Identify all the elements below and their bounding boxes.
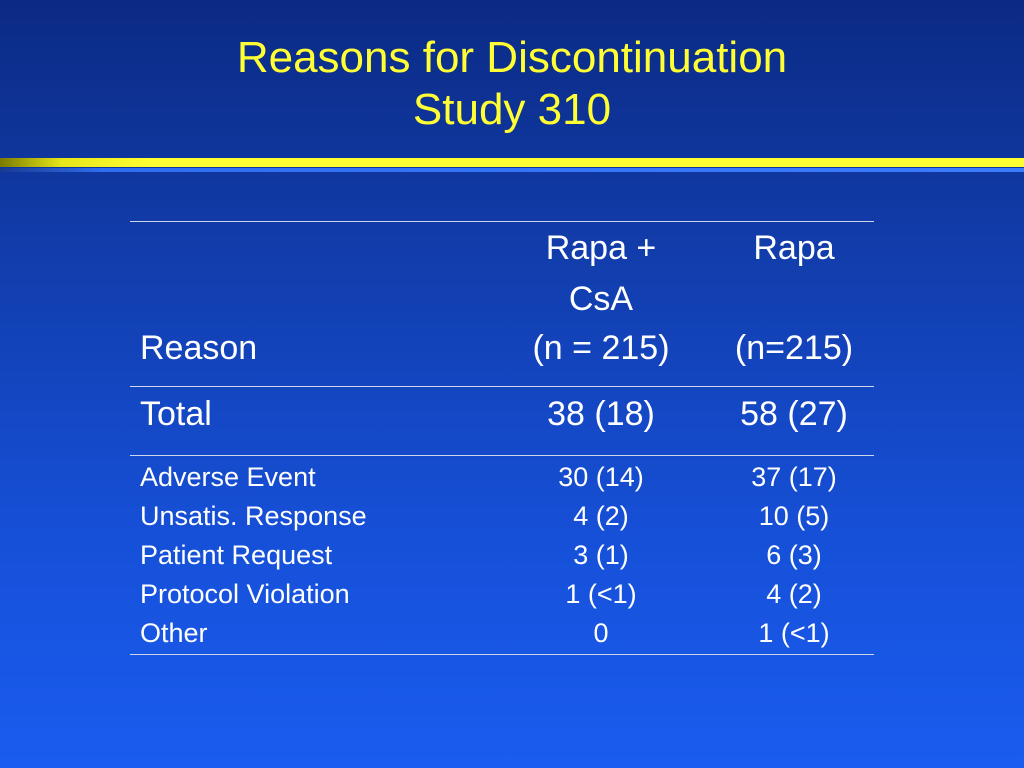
header-rapa-line1: Rapa — [753, 229, 835, 267]
row-rapa-csa: 0 — [593, 618, 609, 648]
total-label: Total — [140, 395, 212, 433]
row-reason: Patient Request — [140, 540, 333, 570]
table-bottom-rule — [130, 654, 874, 655]
title-divider — [0, 158, 1024, 172]
slide-title: Reasons for Discontinuation Study 310 — [0, 32, 1024, 136]
row-reason: Adverse Event — [140, 462, 316, 492]
header-bottom-rule — [130, 386, 874, 387]
total-bottom-rule — [130, 455, 874, 456]
header-reason: Reason — [140, 329, 258, 367]
row-rapa-csa: 4 (2) — [573, 501, 629, 531]
title-line-1: Reasons for Discontinuation — [236, 33, 788, 82]
title-line-2: Study 310 — [412, 85, 612, 134]
header-rapa-csa-n: (n = 215) — [532, 329, 670, 367]
row-rapa: 6 (3) — [766, 540, 822, 570]
table-top-rule — [130, 221, 874, 222]
row-reason: Protocol Violation — [140, 579, 350, 609]
row-rapa: 10 (5) — [758, 501, 830, 531]
header-rapa-csa-line2: CsA — [568, 280, 634, 318]
row-rapa: 37 (17) — [751, 462, 837, 492]
divider-blue-bar — [0, 168, 1024, 172]
row-reason: Unsatis. Response — [140, 501, 367, 531]
row-rapa-csa: 30 (14) — [558, 462, 644, 492]
row-rapa: 4 (2) — [766, 579, 822, 609]
row-rapa: 1 (<1) — [758, 618, 830, 648]
total-rapa: 58 (27) — [740, 395, 848, 433]
row-rapa-csa: 3 (1) — [573, 540, 629, 570]
row-reason: Other — [140, 618, 208, 648]
header-rapa-csa-line1: Rapa + — [545, 229, 657, 267]
row-rapa-csa: 1 (<1) — [565, 579, 637, 609]
header-rapa-n: (n=215) — [734, 329, 854, 367]
total-rapa-csa: 38 (18) — [547, 395, 655, 433]
divider-yellow-bar — [0, 158, 1024, 167]
